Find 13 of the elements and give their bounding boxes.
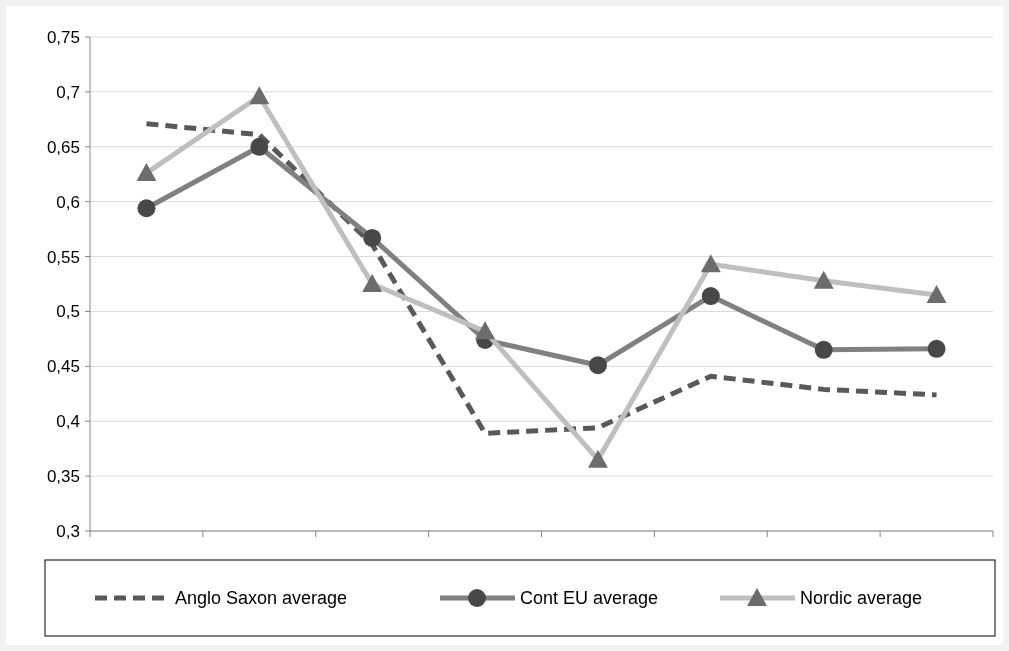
y-tick-label: 0,65 [46, 137, 80, 157]
y-tick-label: 0,55 [46, 247, 80, 267]
legend-label: Nordic average [800, 588, 923, 609]
y-tick-label: 0,5 [56, 302, 80, 322]
y-tick-label: 0,3 [56, 521, 80, 541]
legend-label: Cont EU average [520, 588, 659, 609]
y-tick-label: 0,75 [46, 27, 80, 47]
y-tick-label: 0,35 [46, 467, 80, 487]
y-tick-label: 0,6 [56, 192, 80, 212]
y-tick-label: 0,45 [46, 357, 80, 377]
legend-label: Anglo Saxon average [175, 588, 348, 609]
y-tick-label: 0,4 [56, 412, 80, 432]
y-tick-label: 0,7 [56, 82, 80, 102]
